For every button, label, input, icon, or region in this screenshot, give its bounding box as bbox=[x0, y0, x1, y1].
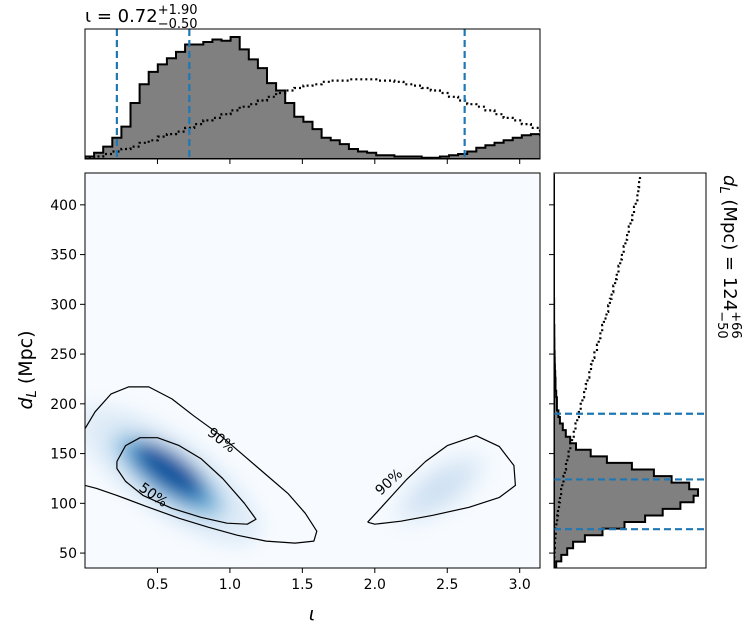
contour-90pct-2 bbox=[367, 435, 516, 525]
top-marginal-histograms bbox=[85, 36, 540, 159]
top-posterior-histogram bbox=[85, 36, 540, 159]
y-tick-label: 350 bbox=[50, 248, 77, 264]
y-tick-label: 300 bbox=[50, 297, 77, 313]
x-tick-label: 0.5 bbox=[146, 577, 168, 593]
top-title-sup: +1.90 bbox=[158, 3, 198, 18]
joint-frame bbox=[84, 172, 541, 569]
top-marginal-ticks bbox=[156, 159, 521, 164]
right-title-group: dL (Mpc) = 124+66−50 bbox=[714, 175, 743, 339]
right-posterior-histogram bbox=[554, 174, 699, 568]
top-marginal-frame bbox=[84, 28, 541, 160]
y-axis-label: dL (Mpc) bbox=[15, 330, 40, 409]
density-mode-secondary bbox=[380, 441, 500, 536]
x-tick-label: 1.0 bbox=[219, 577, 241, 593]
right-marginal-frame bbox=[553, 172, 707, 569]
top-title-sub: −0.50 bbox=[158, 17, 198, 32]
y-axis-label-sub: L bbox=[25, 390, 40, 397]
joint-panel: 50%90%90% 0.5 1.0 1.5 2.0 2.5 3.0 50100150200… bbox=[15, 172, 541, 625]
joint-contours bbox=[85, 386, 516, 544]
joint-x-ticks: 0.5 1.0 1.5 2.0 2.5 3.0 bbox=[146, 568, 531, 593]
y-tick-label: 200 bbox=[50, 397, 77, 413]
density-mode-core bbox=[135, 441, 204, 495]
right-title-subscript: −50 bbox=[714, 311, 729, 338]
y-tick-label: 100 bbox=[50, 496, 77, 512]
right-prior-histogram bbox=[554, 174, 642, 568]
top-title-main: ι = 0.72 bbox=[85, 6, 158, 27]
y-tick-label: 150 bbox=[50, 447, 77, 463]
x-tick-label: 1.5 bbox=[291, 577, 313, 593]
right-title-sym: d bbox=[719, 175, 740, 187]
right-title-sup: +66 bbox=[728, 311, 743, 338]
y-tick-label: 400 bbox=[50, 198, 77, 214]
contour-90pct-1 bbox=[85, 386, 318, 544]
right-marginal-panel: dL (Mpc) = 124+66−50 bbox=[549, 172, 743, 569]
joint-y-ticks: 50 100 150 200 250 300 350 400 bbox=[50, 198, 85, 562]
y-axis-label-group: dL (Mpc) bbox=[15, 330, 40, 409]
right-title-main: (Mpc) = 124 bbox=[719, 194, 740, 312]
right-marginal-histograms bbox=[554, 174, 699, 568]
right-marginal-quantile-lines bbox=[554, 412, 706, 531]
right-marginal-ticks bbox=[549, 204, 554, 554]
y-axis-label-sym: d bbox=[15, 397, 37, 410]
x-tick-label: 3.0 bbox=[509, 577, 531, 593]
right-title: dL (Mpc) = 124+66−50 bbox=[714, 175, 743, 339]
y-axis-label-unit: (Mpc) bbox=[15, 330, 37, 390]
top-title: ι = 0.72+1.90 −0.50 bbox=[85, 3, 198, 32]
top-marginal-panel: ι = 0.72+1.90 −0.50 bbox=[84, 3, 541, 164]
contour-50pct-0 bbox=[116, 437, 257, 525]
y-tick-label: 250 bbox=[50, 347, 77, 363]
joint-heatmap bbox=[85, 404, 500, 547]
y-tick-label: 50 bbox=[59, 546, 77, 562]
x-tick-label: 2.0 bbox=[364, 577, 386, 593]
x-axis-label: ι bbox=[309, 603, 315, 625]
right-title-sub-l: L bbox=[716, 186, 731, 193]
x-tick-label: 2.5 bbox=[436, 577, 458, 593]
